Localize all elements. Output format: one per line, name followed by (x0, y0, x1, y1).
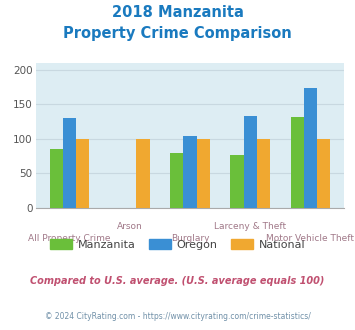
Bar (257, 139, 270, 208)
Text: 2018 Manzanita: 2018 Manzanita (111, 5, 244, 20)
Text: Arson: Arson (117, 222, 143, 231)
Text: © 2024 CityRating.com - https://www.cityrating.com/crime-statistics/: © 2024 CityRating.com - https://www.city… (45, 312, 310, 321)
Bar (50, 149, 63, 208)
Bar (197, 139, 210, 208)
Bar (136, 139, 149, 208)
Text: Burglary: Burglary (171, 234, 209, 243)
Bar (170, 152, 183, 208)
Text: Property Crime Comparison: Property Crime Comparison (63, 26, 292, 41)
Bar (244, 116, 257, 208)
Bar (230, 155, 244, 208)
Bar (317, 139, 330, 208)
Text: Motor Vehicle Theft: Motor Vehicle Theft (267, 234, 354, 243)
Legend: Manzanita, Oregon, National: Manzanita, Oregon, National (45, 235, 310, 254)
Bar (63, 118, 76, 208)
Text: Compared to U.S. average. (U.S. average equals 100): Compared to U.S. average. (U.S. average … (30, 276, 325, 285)
Text: Larceny & Theft: Larceny & Theft (214, 222, 286, 231)
Bar (304, 87, 317, 208)
Bar (183, 136, 197, 208)
Text: All Property Crime: All Property Crime (28, 234, 111, 243)
Bar (76, 139, 89, 208)
Bar (290, 116, 304, 208)
